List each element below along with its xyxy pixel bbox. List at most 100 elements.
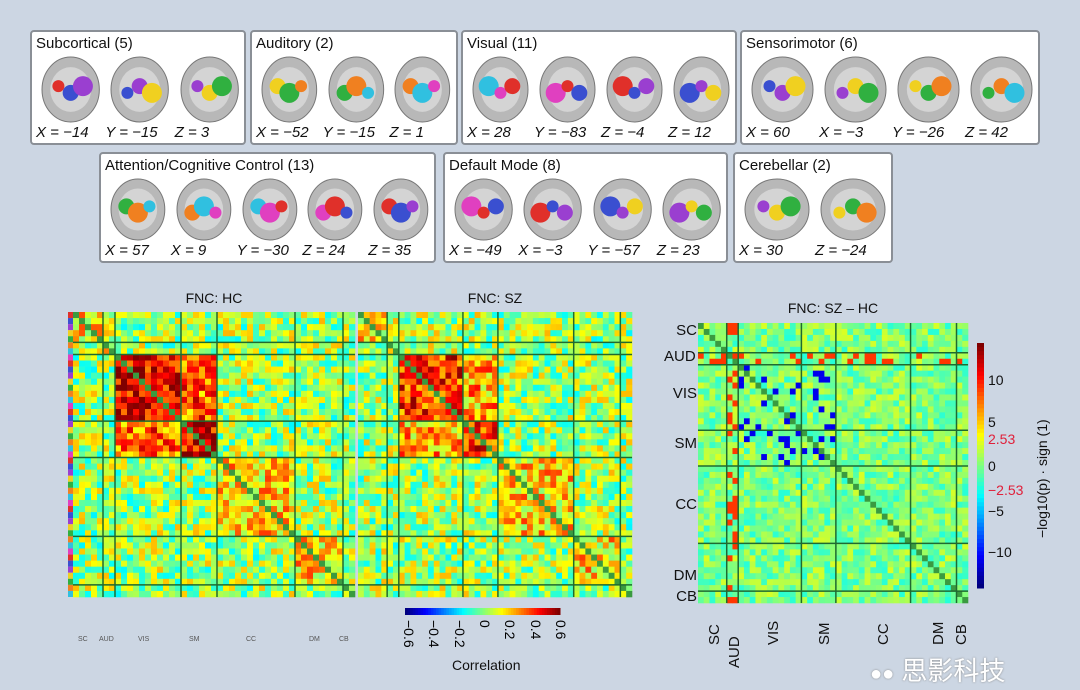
- heatmap-cell: [133, 396, 140, 404]
- heatmap-cell: [468, 506, 475, 513]
- heatmap-cell: [486, 536, 493, 543]
- heatmap-cell: [205, 548, 212, 555]
- heatmap-cell: [486, 493, 493, 501]
- heatmap-cell: [422, 536, 429, 543]
- heatmap-cell: [169, 354, 176, 361]
- heatmap-cell: [363, 402, 370, 410]
- heatmap-cell: [91, 469, 98, 477]
- heatmap-cell: [307, 439, 314, 446]
- heatmap-cell: [205, 312, 212, 319]
- heatmap-cell: [91, 590, 98, 598]
- heatmap-cell: [853, 328, 860, 336]
- heatmap-cell: [761, 352, 768, 360]
- heatmap-cell: [265, 475, 272, 483]
- heatmap-cell: [79, 542, 86, 549]
- heatmap-cell: [755, 370, 762, 377]
- heatmap-cell: [369, 360, 376, 367]
- heatmap-cell: [509, 487, 516, 495]
- heatmap-cell: [151, 578, 158, 586]
- heatmap-cell: [307, 312, 314, 319]
- brain-slice-image: [110, 178, 166, 241]
- heatmap-cell: [515, 396, 522, 404]
- heatmap-cell: [824, 370, 831, 377]
- heatmap-cell: [532, 578, 540, 586]
- heatmap-cell: [301, 439, 308, 446]
- heatmap-cell: [229, 360, 236, 367]
- heatmap-cell: [271, 421, 278, 428]
- heatmap-cell: [133, 354, 140, 361]
- heatmap-cell: [503, 572, 510, 580]
- heatmap-cell: [521, 572, 528, 580]
- heatmap-cell: [830, 358, 837, 366]
- heatmap-cell: [922, 334, 929, 342]
- heatmap-cell: [544, 354, 551, 361]
- heatmap-cell: [169, 554, 176, 561]
- heatmap-cell: [325, 372, 332, 380]
- heatmap-cell: [259, 372, 266, 380]
- heatmap-cell: [381, 342, 388, 349]
- heatmap-cell: [698, 340, 705, 348]
- heatmap-cell: [145, 433, 152, 440]
- heatmap-cell: [235, 378, 242, 386]
- heatmap-cell: [145, 415, 152, 422]
- heatmap-cell: [307, 524, 314, 531]
- heatmap-cell: [97, 566, 104, 574]
- heatmap-cell: [295, 560, 302, 567]
- heatmap-cell: [181, 433, 188, 440]
- heatmap-cell: [133, 506, 140, 513]
- heatmap-cell: [139, 560, 146, 567]
- heatmap-cell: [211, 548, 218, 555]
- heatmap-cell: [307, 530, 314, 537]
- heatmap-cell: [812, 376, 819, 383]
- heatmap-cell: [841, 340, 848, 348]
- heatmap-cell: [474, 366, 481, 373]
- heatmap-cell: [626, 542, 633, 549]
- heatmap-cell: [343, 372, 350, 380]
- heatmap-cell: [847, 370, 854, 377]
- heatmap-cell: [343, 566, 350, 574]
- heatmap-cell: [538, 330, 545, 337]
- heatmap-cell: [363, 590, 370, 598]
- heatmap-cell: [265, 493, 272, 501]
- heatmap-cell: [127, 475, 134, 483]
- heatmap-cell: [486, 590, 493, 598]
- heatmap-cell: [573, 524, 580, 531]
- heatmap-cell: [313, 445, 320, 452]
- heatmap-cell: [579, 499, 586, 507]
- heatmap-cell: [91, 372, 98, 380]
- heatmap-cell: [133, 348, 140, 355]
- heatmap-cell: [127, 518, 134, 525]
- heatmap-cell: [133, 342, 140, 349]
- heatmap-cell: [515, 312, 522, 319]
- heatmap-cell: [301, 390, 308, 398]
- heatmap-cell: [812, 323, 819, 330]
- heatmap-cell: [457, 518, 464, 525]
- heatmap-cell: [139, 566, 146, 574]
- heatmap-cell: [445, 542, 452, 549]
- heatmap-cell: [698, 346, 705, 354]
- heatmap-cell: [235, 481, 242, 489]
- heatmap-cell: [265, 499, 272, 507]
- heatmap-cell: [585, 354, 592, 361]
- heatmap-cell: [175, 518, 182, 525]
- heatmap-cell: [235, 415, 242, 422]
- heatmap-cell: [597, 445, 604, 452]
- heatmap-cell: [404, 590, 411, 598]
- heatmap-cell: [265, 366, 272, 373]
- heatmap-cell: [97, 518, 104, 525]
- heatmap-cell: [550, 506, 557, 513]
- heatmap-cell: [139, 372, 146, 380]
- heatmap-cell: [532, 427, 540, 434]
- heatmap-cell: [241, 415, 248, 422]
- heatmap-cell: [187, 493, 194, 501]
- heatmap-cell: [492, 524, 499, 531]
- heatmap-cell: [562, 554, 569, 561]
- heatmap-cell: [847, 358, 854, 366]
- heatmap-cell: [398, 548, 405, 555]
- heatmap-cell: [392, 512, 400, 519]
- heatmap-cell: [363, 390, 370, 398]
- heatmap-cell: [591, 578, 598, 586]
- heatmap-cell: [109, 409, 116, 416]
- heatmap-cell: [755, 346, 762, 354]
- heatmap-cell: [289, 421, 296, 428]
